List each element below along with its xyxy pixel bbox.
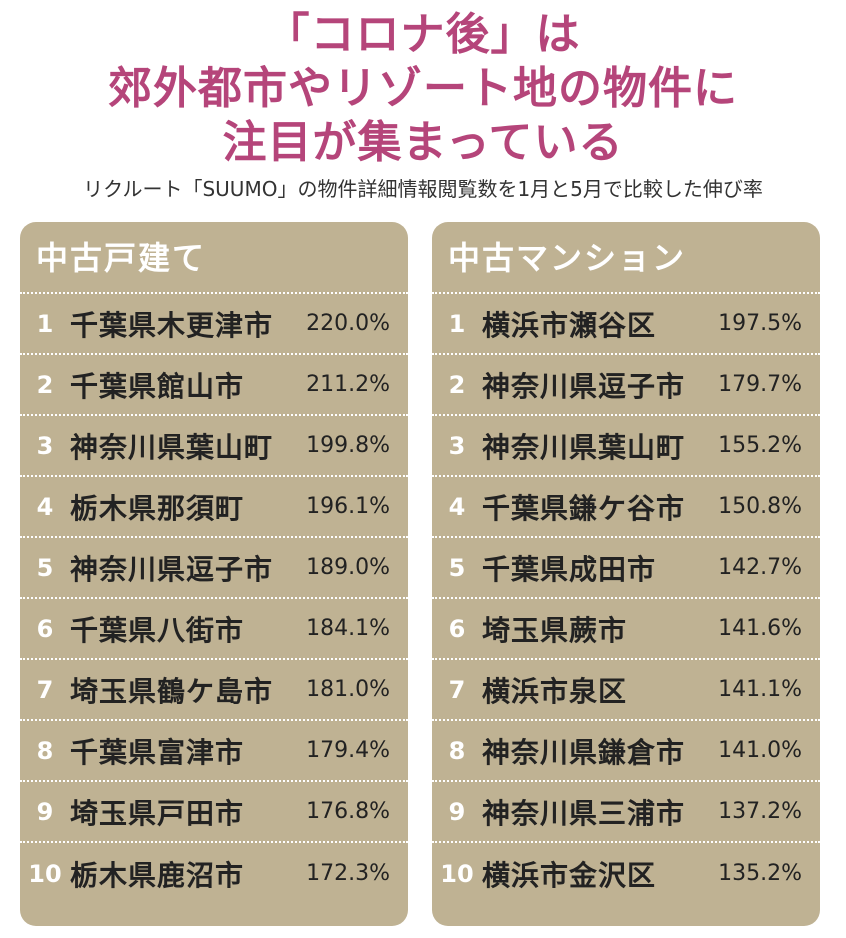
rank-number: 8 xyxy=(36,736,54,765)
rank-number: 7 xyxy=(448,675,466,704)
growth-rate: 141.6% xyxy=(718,616,802,641)
title-line-3: 注目が集まっている xyxy=(222,117,624,168)
ranking-row: 6 千葉県八街市 184.1% xyxy=(20,599,408,660)
rank-number: 10 xyxy=(440,859,474,888)
area-name: 栃木県那須町 xyxy=(70,491,245,525)
growth-rate: 179.7% xyxy=(718,372,802,397)
subtitle: リクルート「SUUMO」の物件詳細情報閲覧数を1月と5月で比較した伸び率 xyxy=(83,177,763,201)
rank-number: 2 xyxy=(36,370,54,399)
rank-number: 7 xyxy=(36,675,54,704)
area-name: 神奈川県逗子市 xyxy=(70,552,274,586)
area-name: 神奈川県葉山町 xyxy=(70,430,274,464)
ranking-row: 8 神奈川県鎌倉市 141.0% xyxy=(432,721,820,782)
ranking-row: 6 埼玉県蕨市 141.6% xyxy=(432,599,820,660)
growth-rate: 196.1% xyxy=(306,494,390,519)
growth-rate: 184.1% xyxy=(306,616,390,641)
ranking-row: 1 横浜市瀬谷区 197.5% xyxy=(432,294,820,355)
area-name: 栃木県鹿沼市 xyxy=(70,858,245,892)
growth-rate: 142.7% xyxy=(718,555,802,580)
ranking-row: 5 神奈川県逗子市 189.0% xyxy=(20,538,408,599)
area-name: 千葉県鎌ケ谷市 xyxy=(482,491,686,525)
ranking-row: 3 神奈川県葉山町 199.8% xyxy=(20,416,408,477)
rank-number: 3 xyxy=(36,431,54,460)
area-name: 千葉県館山市 xyxy=(70,369,245,403)
growth-rate: 197.5% xyxy=(718,311,802,336)
rank-number: 1 xyxy=(36,309,54,338)
growth-rate: 172.3% xyxy=(306,861,390,886)
rank-number: 3 xyxy=(448,431,466,460)
ranking-row: 1 千葉県木更津市 220.0% xyxy=(20,294,408,355)
panel-used-condos: 中古マンション 1 横浜市瀬谷区 197.5% 2 神奈川県逗子市 179.7% 3 神奈川県… xyxy=(432,222,820,926)
area-name: 千葉県木更津市 xyxy=(70,308,274,342)
ranking-row: 8 千葉県富津市 179.4% xyxy=(20,721,408,782)
title-line-2: 郊外都市やリゾート地の物件に xyxy=(108,63,738,114)
growth-rate: 199.8% xyxy=(306,433,390,458)
growth-rate: 135.2% xyxy=(718,861,802,886)
area-name: 千葉県成田市 xyxy=(482,552,657,586)
area-name: 神奈川県逗子市 xyxy=(482,369,686,403)
ranking-row: 4 千葉県鎌ケ谷市 150.8% xyxy=(432,477,820,538)
area-name: 横浜市金沢区 xyxy=(482,858,657,892)
growth-rate: 211.2% xyxy=(306,372,390,397)
panel-title: 中古マンション xyxy=(432,222,820,294)
area-name: 神奈川県鎌倉市 xyxy=(482,735,686,769)
area-name: 埼玉県鶴ケ島市 xyxy=(70,674,274,708)
ranking-row: 7 埼玉県鶴ケ島市 181.0% xyxy=(20,660,408,721)
panel-title: 中古戸建て xyxy=(20,222,408,294)
rank-number: 8 xyxy=(448,736,466,765)
growth-rate: 150.8% xyxy=(718,494,802,519)
ranking-row: 3 神奈川県葉山町 155.2% xyxy=(432,416,820,477)
area-name: 神奈川県三浦市 xyxy=(482,796,686,830)
growth-rate: 181.0% xyxy=(306,677,390,702)
rank-number: 5 xyxy=(36,553,54,582)
growth-rate: 141.1% xyxy=(718,677,802,702)
ranking-rows: 1 千葉県木更津市 220.0% 2 千葉県館山市 211.2% 3 神奈川県葉山町 199.8… xyxy=(20,294,408,904)
ranking-row: 9 神奈川県三浦市 137.2% xyxy=(432,782,820,843)
area-name: 横浜市瀬谷区 xyxy=(482,308,657,342)
ranking-row: 10 横浜市金沢区 135.2% xyxy=(432,843,820,904)
ranking-row: 10 栃木県鹿沼市 172.3% xyxy=(20,843,408,904)
ranking-row: 4 栃木県那須町 196.1% xyxy=(20,477,408,538)
growth-rate: 189.0% xyxy=(306,555,390,580)
rank-number: 6 xyxy=(36,614,54,643)
area-name: 埼玉県蕨市 xyxy=(482,613,628,647)
ranking-row: 2 千葉県館山市 211.2% xyxy=(20,355,408,416)
rank-number: 9 xyxy=(36,797,54,826)
rank-number: 6 xyxy=(448,614,466,643)
growth-rate: 220.0% xyxy=(306,311,390,336)
growth-rate: 137.2% xyxy=(718,799,802,824)
ranking-row: 9 埼玉県戸田市 176.8% xyxy=(20,782,408,843)
rank-number: 4 xyxy=(448,492,466,521)
rank-number: 10 xyxy=(28,859,62,888)
growth-rate: 155.2% xyxy=(718,433,802,458)
rank-number: 1 xyxy=(448,309,466,338)
growth-rate: 179.4% xyxy=(306,738,390,763)
growth-rate: 141.0% xyxy=(718,738,802,763)
area-name: 千葉県富津市 xyxy=(70,735,245,769)
ranking-row: 5 千葉県成田市 142.7% xyxy=(432,538,820,599)
rank-number: 4 xyxy=(36,492,54,521)
rank-number: 5 xyxy=(448,553,466,582)
area-name: 横浜市泉区 xyxy=(482,674,628,708)
growth-rate: 176.8% xyxy=(306,799,390,824)
area-name: 神奈川県葉山町 xyxy=(482,430,686,464)
rank-number: 9 xyxy=(448,797,466,826)
ranking-row: 7 横浜市泉区 141.1% xyxy=(432,660,820,721)
ranking-rows: 1 横浜市瀬谷区 197.5% 2 神奈川県逗子市 179.7% 3 神奈川県葉山町 155.2… xyxy=(432,294,820,904)
rank-number: 2 xyxy=(448,370,466,399)
ranking-row: 2 神奈川県逗子市 179.7% xyxy=(432,355,820,416)
area-name: 埼玉県戸田市 xyxy=(70,796,245,830)
area-name: 千葉県八街市 xyxy=(70,613,245,647)
panel-used-houses: 中古戸建て 1 千葉県木更津市 220.0% 2 千葉県館山市 211.2% 3 神奈川県葉山… xyxy=(20,222,408,926)
title-line-1: 「コロナ後」は xyxy=(265,9,581,60)
